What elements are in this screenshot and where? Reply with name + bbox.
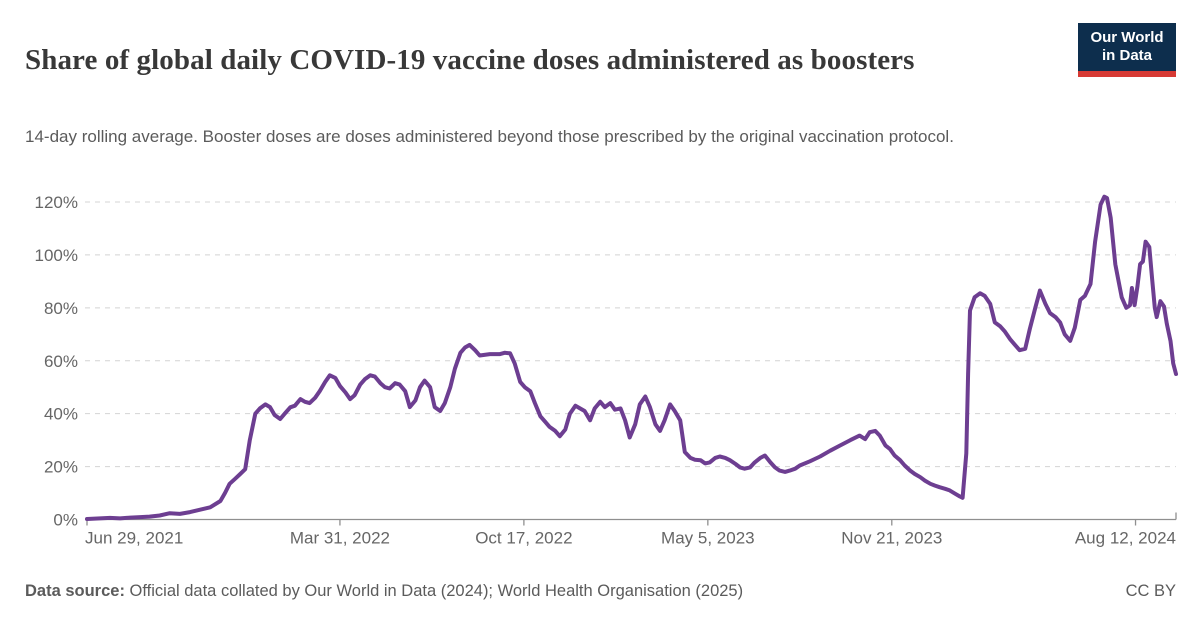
y-axis-tick-label: 20%: [44, 458, 78, 477]
license-badge: CC BY: [1125, 582, 1176, 600]
owid-logo: Our World in Data: [1078, 23, 1176, 77]
y-axis-tick-label: 40%: [44, 405, 78, 424]
x-axis-tick-label: Aug 12, 2024: [1075, 529, 1176, 548]
y-axis-tick-label: 120%: [35, 193, 78, 212]
x-axis-tick-label: Oct 17, 2022: [475, 529, 572, 548]
data-source-text: Official data collated by Our World in D…: [124, 582, 744, 600]
data-source-label: Data source:: [25, 582, 125, 600]
x-axis-tick-label: Jun 29, 2021: [85, 529, 183, 548]
x-axis-tick-label: Mar 31, 2022: [290, 529, 390, 548]
y-axis-tick-label: 0%: [53, 511, 78, 530]
owid-logo-red-bar: [1078, 71, 1176, 77]
owid-logo-box: Our World in Data: [1078, 23, 1176, 71]
y-axis-tick-label: 80%: [44, 299, 78, 318]
x-axis-tick-label: Nov 21, 2023: [841, 529, 942, 548]
data-source-note: Data source: Official data collated by O…: [25, 579, 743, 603]
y-axis-tick-label: 100%: [35, 246, 78, 265]
owid-logo-line2: in Data: [1101, 47, 1152, 64]
owid-logo-line1: Our World: [1090, 29, 1164, 46]
booster-share-line: [85, 194, 1178, 521]
chart-title: Share of global daily COVID-19 vaccine d…: [25, 44, 915, 77]
chart-footer: Data source: Official data collated by O…: [25, 579, 1176, 603]
chart-subtitle: 14-day rolling average. Booster doses ar…: [25, 127, 954, 146]
y-axis-tick-label: 60%: [44, 352, 78, 371]
x-axis-tick-label: May 5, 2023: [661, 529, 755, 548]
